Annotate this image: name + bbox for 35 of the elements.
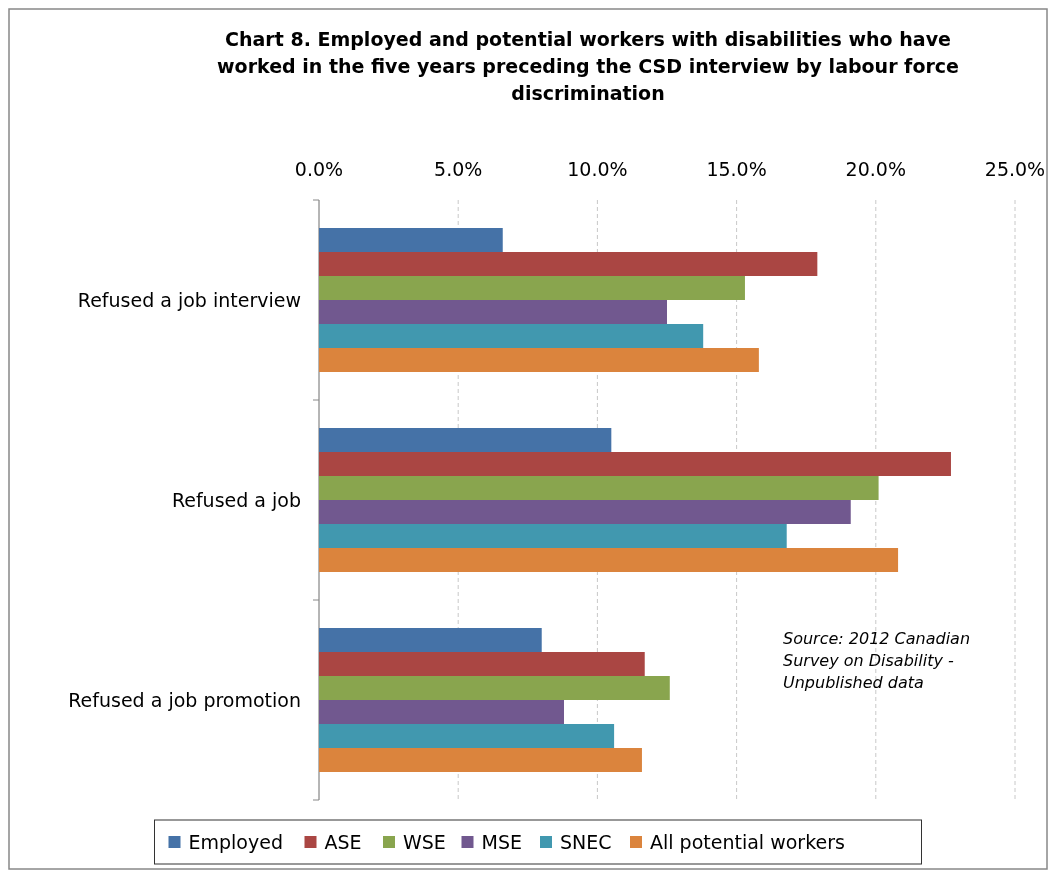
bar — [319, 628, 542, 652]
legend-label: ASE — [324, 831, 362, 853]
bar — [319, 548, 899, 572]
legend-label: WSE — [403, 831, 446, 853]
bar — [319, 476, 879, 500]
bar — [319, 724, 615, 748]
legend-label: All potential workers — [650, 831, 845, 853]
bar — [319, 524, 787, 548]
x-tick-label: 10.0% — [567, 158, 628, 180]
legend-label: SNEC — [560, 831, 612, 853]
bar — [319, 348, 759, 372]
annotation: Source: 2012 Canadian Survey on Disability - Unpublished data — [783, 629, 971, 692]
bar — [319, 500, 851, 524]
bar — [319, 452, 951, 476]
x-tick-label: 0.0% — [294, 158, 344, 180]
bar — [319, 700, 564, 724]
bar — [319, 324, 704, 348]
bar — [319, 748, 642, 772]
bar — [319, 428, 612, 452]
x-tick-label: 15.0% — [706, 158, 767, 180]
y-tick-label: Refused a job promotion — [68, 689, 301, 711]
bar — [319, 676, 670, 700]
bar — [319, 300, 667, 324]
bar — [319, 276, 745, 300]
x-tick-label: 25.0% — [984, 158, 1046, 180]
legend-label: Employed — [188, 831, 283, 853]
y-tick-label: Refused a job — [171, 489, 301, 511]
x-tick-label: 5.0% — [434, 158, 483, 180]
bar — [319, 652, 645, 676]
bar — [319, 252, 818, 276]
y-tick-label: Refused a job interview — [77, 289, 301, 311]
legend-label: MSE — [481, 831, 522, 853]
bar — [319, 228, 503, 252]
chart-title: Chart 8. Employed and potential workers with disabilities who have worked in the five years preceding the CSD interview by labour force discrimination — [217, 28, 959, 104]
x-tick-label: 20.0% — [845, 158, 906, 180]
